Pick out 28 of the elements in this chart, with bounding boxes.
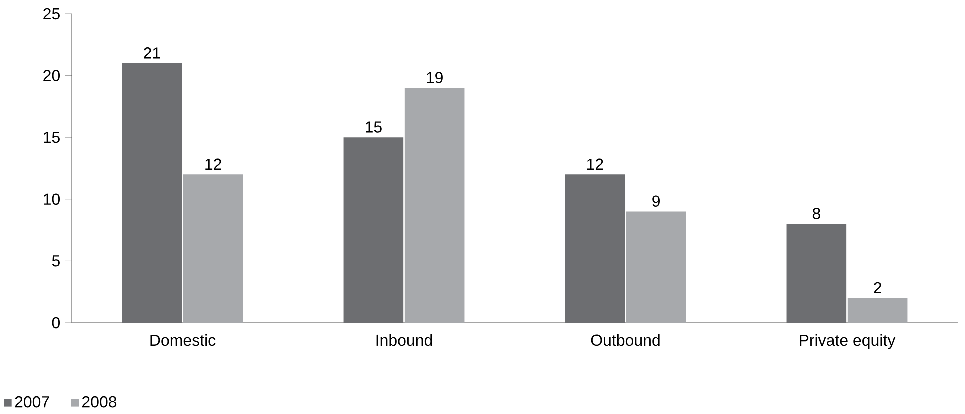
bar <box>404 88 465 323</box>
y-tick-label: 0 <box>52 317 60 329</box>
x-tick-label: Domestic <box>150 334 216 346</box>
data-label: 12 <box>587 158 604 170</box>
bar <box>122 63 182 323</box>
y-tick-label: 5 <box>52 256 60 267</box>
legend-label: 2007 <box>15 396 50 408</box>
bar <box>786 224 847 323</box>
data-label: 15 <box>366 122 382 133</box>
y-tick-label: 10 <box>44 194 60 206</box>
data-label: 9 <box>652 196 660 208</box>
y-tick-label: 25 <box>44 8 60 20</box>
x-tick-label: Private equity <box>800 334 896 350</box>
x-tick-label: Outbound <box>591 334 660 346</box>
bar <box>565 174 626 323</box>
data-label: 19 <box>427 72 443 84</box>
y-tick-label: 15 <box>44 132 60 144</box>
x-tick-label: Inbound <box>376 334 432 346</box>
legend-label: 2008 <box>82 396 117 408</box>
y-tick-label: 20 <box>44 70 60 82</box>
bar <box>848 298 908 323</box>
data-label: 2 <box>874 282 882 294</box>
bar <box>344 138 404 323</box>
bar <box>626 212 686 323</box>
data-label: 12 <box>206 158 222 170</box>
data-label: 21 <box>144 48 160 59</box>
bar <box>183 174 244 323</box>
data-label: 8 <box>812 208 820 220</box>
